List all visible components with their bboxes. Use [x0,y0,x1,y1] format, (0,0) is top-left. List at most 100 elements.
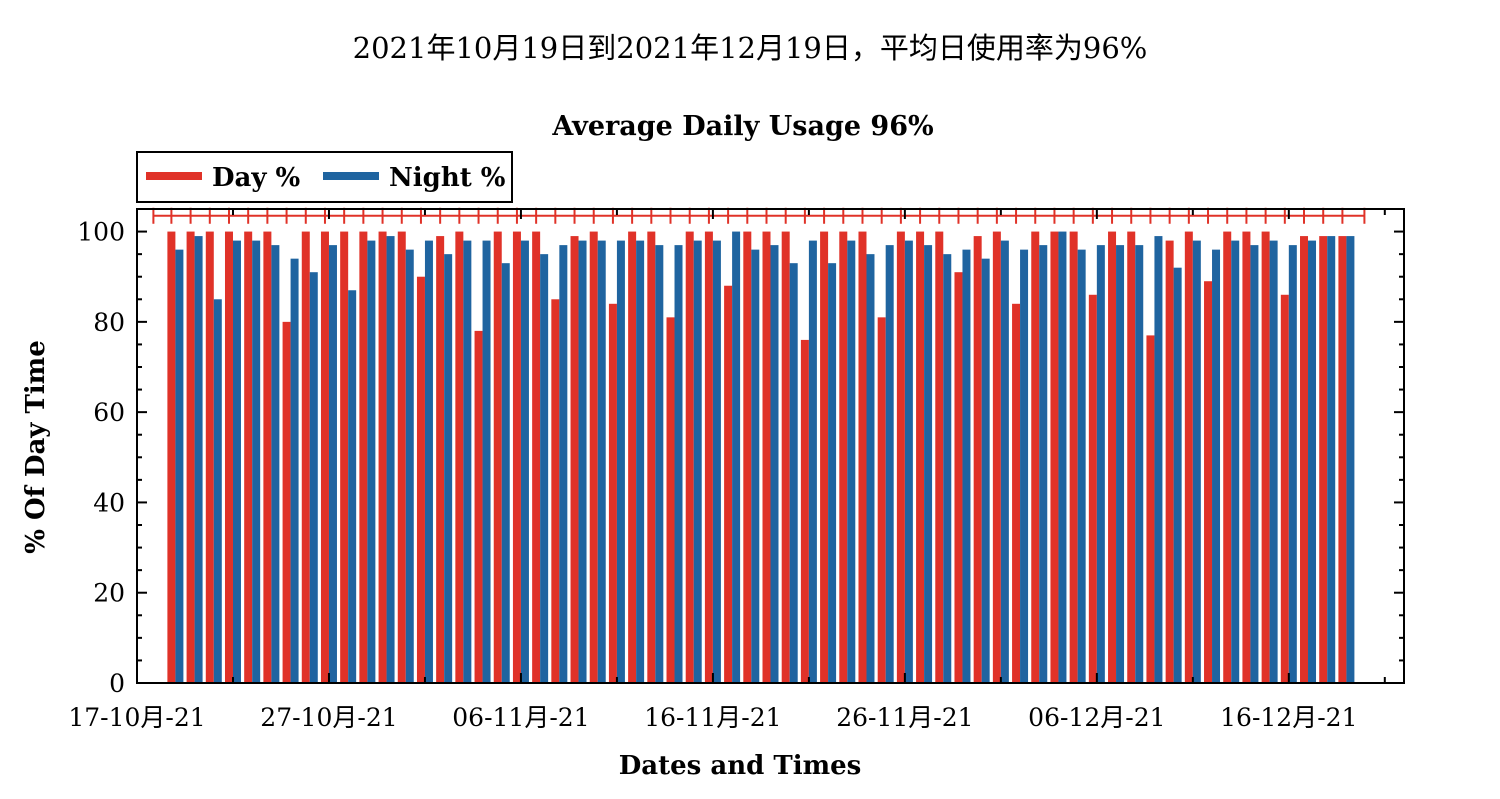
day-bar [1300,236,1309,684]
night-bar [866,254,875,683]
day-bar [1165,240,1174,683]
night-bar [674,245,683,683]
night-bar [424,240,433,683]
night-bar [578,240,587,683]
day-bar [800,339,809,683]
day-bar [1319,236,1328,684]
day-bar [320,231,329,684]
night-bar [904,240,913,683]
night-bar [751,249,760,683]
day-bar [992,231,1001,684]
night-bar [501,263,510,683]
day-bar [205,231,214,684]
day-bar [820,231,829,684]
night-bar [1135,245,1144,683]
night-bar [482,240,491,683]
day-bar [1069,231,1078,684]
night-bar [1250,245,1259,683]
y-axis-label: % Of Day Time [21,340,51,553]
night-bar [616,240,625,683]
day-bar [896,231,905,684]
day-bar [1204,281,1213,683]
plot-frame [136,208,1405,684]
legend-swatch-day [146,172,202,180]
night-bar [1308,240,1317,683]
day-bar [1012,303,1021,683]
night-bar [1327,236,1336,684]
day-bar [935,231,944,684]
day-bar [704,231,713,684]
day-bar [224,231,233,684]
day-bar [532,231,541,684]
error-bars [152,207,1366,224]
day-bar [954,272,963,683]
day-bar [378,231,387,684]
night-bar [981,258,990,683]
day-bar [1146,335,1155,683]
day-bar [474,330,483,683]
day-bar [628,231,637,684]
legend-label-night: Night % [389,163,506,193]
day-bar [973,236,982,684]
day-bar [1261,231,1270,684]
night-bar [1173,267,1182,683]
day-bar [839,231,848,684]
night-bar [1269,240,1278,683]
night-bar [463,240,472,683]
day-bar [416,276,425,683]
x-tick-label: 26-11月-21 [836,703,973,732]
day-bar [340,231,349,684]
night-bar [808,240,817,683]
night-bar [1039,245,1048,683]
day-bar [916,231,925,684]
day-bar [551,299,560,683]
night-bar [540,254,549,683]
night-bar [213,299,222,683]
night-bar [924,245,933,683]
night-bar [444,254,453,683]
day-bar [647,231,656,684]
x-axis-label: Dates and Times [619,751,862,781]
day-bar [1223,231,1232,684]
night-bar [271,245,280,683]
day-bar [685,231,694,684]
night-bar [1154,236,1163,684]
night-bar [1020,249,1029,683]
day-bar [186,231,195,684]
day-bar [743,231,752,684]
day-bar [1280,294,1289,683]
night-bar [828,263,837,683]
day-bar [724,285,733,683]
night-bar [770,245,779,683]
y-tick-label: 0 [109,669,125,698]
night-bar [847,240,856,683]
day-bar [263,231,272,684]
legend-swatch-night [323,172,379,180]
day-bar [781,231,790,684]
night-bar [386,236,395,684]
day-bar [762,231,771,684]
chart-subtitle: Average Daily Usage 96% [551,111,933,142]
legend-label-day: Day % [212,163,301,193]
night-bar [732,231,741,684]
night-bar [1192,240,1201,683]
day-bar [301,231,310,684]
day-bar [244,231,253,684]
night-bar [1346,236,1355,684]
night-bar [309,272,318,683]
day-bar [858,231,867,684]
chart-title: 2021年10月19日到2021年12月19日，平均日使用率为96% [353,31,1148,65]
night-bar [655,245,664,683]
night-bar [175,249,184,683]
day-bar [167,231,176,684]
night-bar [405,249,414,683]
day-bar [877,317,886,683]
day-bar [455,231,464,684]
x-tick-label: 17-10月-21 [68,703,205,732]
night-bar [194,236,203,684]
bars [167,231,1355,684]
legend: Day % Night % [136,151,513,203]
day-bar [512,231,521,684]
day-bar [1127,231,1136,684]
